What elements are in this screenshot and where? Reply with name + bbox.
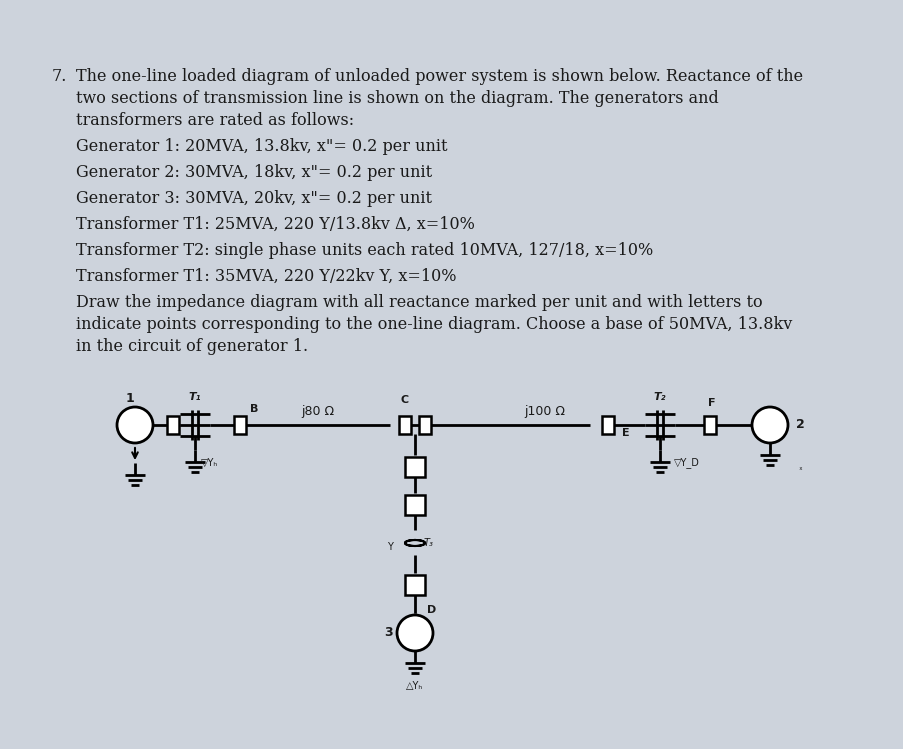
Text: Y: Y	[386, 542, 393, 552]
Text: 3: 3	[385, 626, 393, 640]
Text: D: D	[426, 605, 436, 615]
Text: T₁: T₁	[189, 392, 201, 402]
Text: 1: 1	[126, 392, 135, 405]
Text: 7.: 7.	[52, 68, 68, 85]
Text: ₓ: ₓ	[797, 464, 801, 473]
Bar	[234, 416, 246, 434]
Text: j80 Ω: j80 Ω	[301, 404, 334, 417]
Text: T₃: T₃	[424, 538, 433, 548]
Text: Transformer T2: single phase units each rated 10MVA, 127/18, x=10%: Transformer T2: single phase units each …	[76, 242, 653, 259]
Circle shape	[751, 407, 787, 443]
Bar	[418, 416, 431, 434]
Text: ▽Y_D: ▽Y_D	[674, 458, 699, 468]
Bar	[703, 416, 715, 434]
Text: Generator 2: 30MVA, 18kv, x"= 0.2 per unit: Generator 2: 30MVA, 18kv, x"= 0.2 per un…	[76, 164, 432, 181]
Bar	[405, 495, 424, 515]
Text: C: C	[401, 395, 409, 405]
Circle shape	[396, 615, 433, 651]
Text: Generator 3: 30MVA, 20kv, x"= 0.2 per unit: Generator 3: 30MVA, 20kv, x"= 0.2 per un…	[76, 190, 432, 207]
Text: E: E	[621, 428, 628, 438]
Bar	[398, 416, 411, 434]
Text: △Yₕ: △Yₕ	[406, 681, 424, 691]
Text: The one-line loaded diagram of unloaded power system is shown below. Reactance o: The one-line loaded diagram of unloaded …	[76, 68, 802, 85]
Text: Generator 1: 20MVA, 13.8kv, x"= 0.2 per unit: Generator 1: 20MVA, 13.8kv, x"= 0.2 per …	[76, 138, 447, 155]
Bar	[601, 416, 613, 434]
Text: indicate points corresponding to the one-line diagram. Choose a base of 50MVA, 1: indicate points corresponding to the one…	[76, 316, 791, 333]
Text: transformers are rated as follows:: transformers are rated as follows:	[76, 112, 354, 129]
Circle shape	[116, 407, 153, 443]
Text: T₂: T₂	[653, 392, 666, 402]
Text: Transformer T1: 25MVA, 220 Y/13.8kv Δ, x=10%: Transformer T1: 25MVA, 220 Y/13.8kv Δ, x…	[76, 216, 474, 233]
Text: j100 Ω: j100 Ω	[524, 404, 565, 417]
Text: B: B	[249, 404, 258, 414]
Text: Draw the impedance diagram with all reactance marked per unit and with letters t: Draw the impedance diagram with all reac…	[76, 294, 762, 311]
Text: ▽Yₕ: ▽Yₕ	[201, 458, 219, 468]
Text: 2: 2	[796, 419, 804, 431]
Text: two sections of transmission line is shown on the diagram. The generators and: two sections of transmission line is sho…	[76, 90, 718, 107]
Text: in the circuit of generator 1.: in the circuit of generator 1.	[76, 338, 308, 355]
Text: F: F	[707, 398, 715, 408]
Bar	[405, 575, 424, 595]
Bar	[167, 416, 179, 434]
Bar	[405, 457, 424, 477]
Text: Transformer T1: 35MVA, 220 Y/22kv Y, x=10%: Transformer T1: 35MVA, 220 Y/22kv Y, x=1…	[76, 268, 456, 285]
